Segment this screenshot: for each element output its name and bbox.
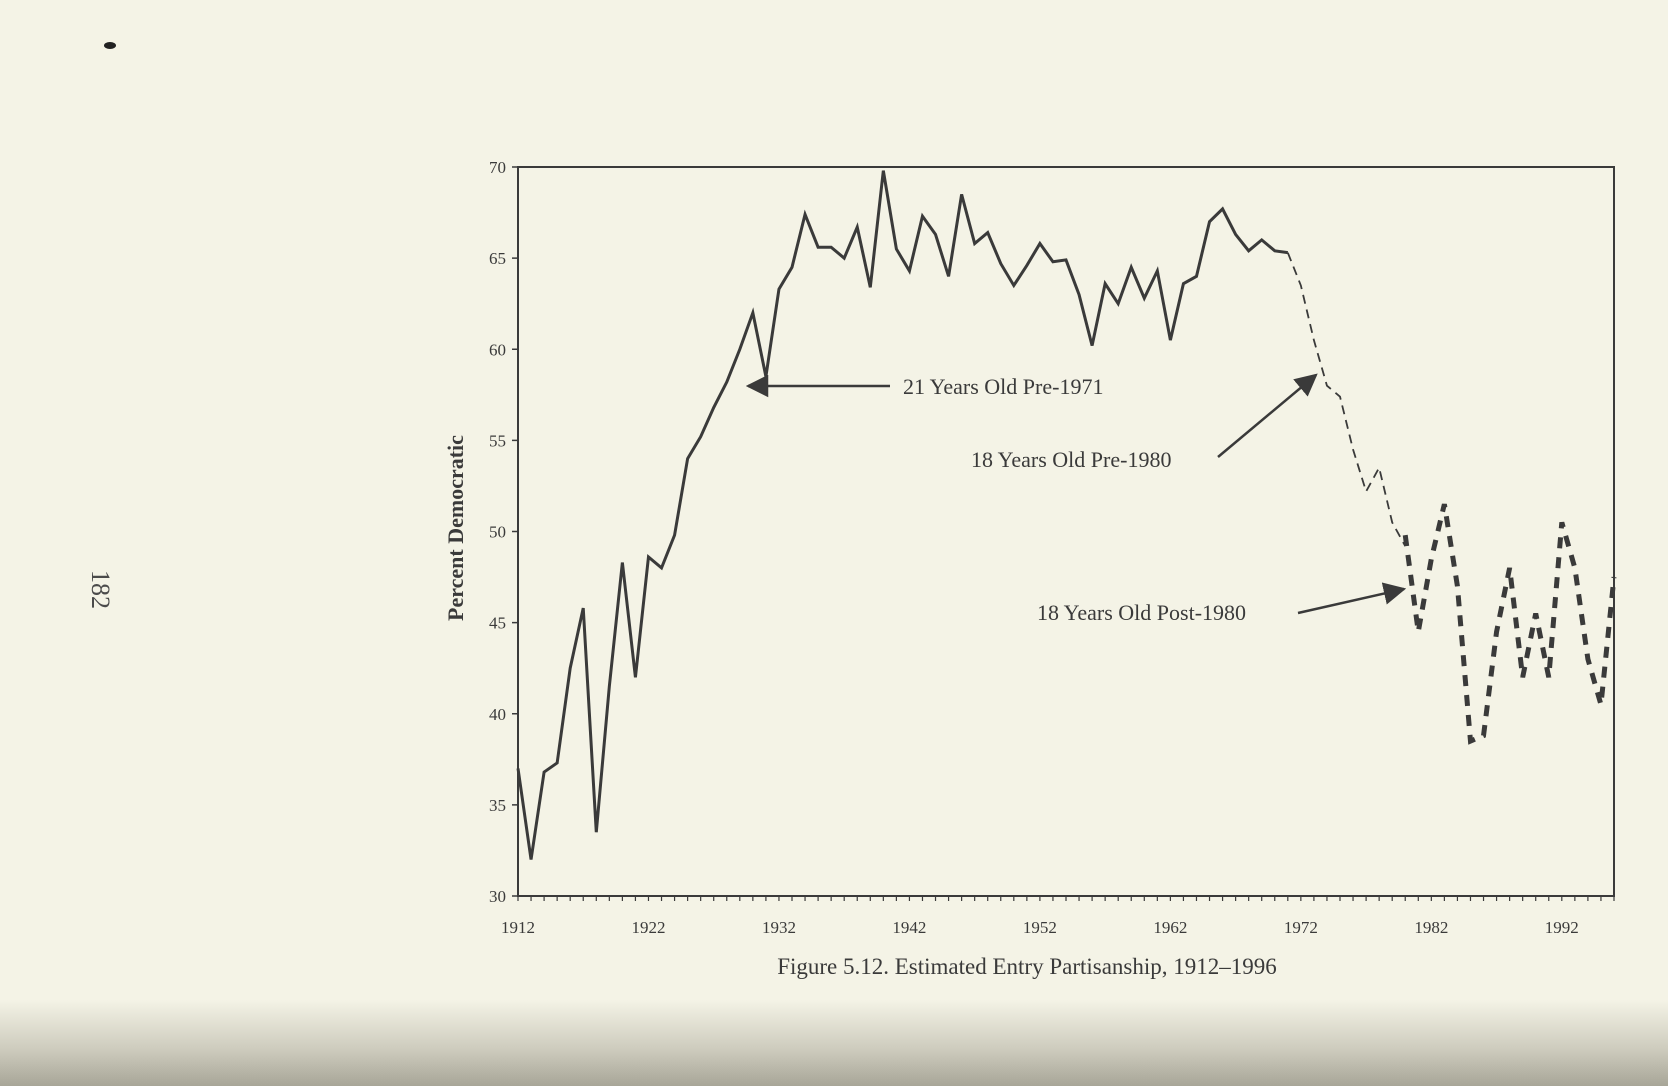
x-axis: 1912 1922 1932 1942 1952 1962 1972 1982 1992 xyxy=(501,896,1615,937)
annotation-arrow-18-post-1980 xyxy=(1297,582,1407,615)
series-line-2 xyxy=(1402,503,1617,745)
annotation-label-21-pre-1971: 21 Years Old Pre-1971 xyxy=(903,374,1103,399)
x-tick-label: 1922 xyxy=(631,918,665,937)
y-axis: 30 35 40 45 50 55 60 65 70 xyxy=(489,158,518,906)
annotation-label-18-post-1980: 18 Years Old Post-1980 xyxy=(1037,600,1246,625)
series-line-0 xyxy=(516,170,1289,860)
figure-caption: Figure 5.12. Estimated Entry Partisanshi… xyxy=(777,954,1277,979)
x-tick-label: 1912 xyxy=(501,918,535,937)
y-tick-label: 55 xyxy=(489,431,506,450)
y-tick-label: 40 xyxy=(489,705,506,724)
x-tick-label: 1952 xyxy=(1023,918,1057,937)
x-tick-label: 1942 xyxy=(892,918,926,937)
y-tick-label: 60 xyxy=(489,340,506,359)
x-tick-label: 1982 xyxy=(1414,918,1448,937)
annotation-layer: 21 Years Old Pre-1971 18 Years Old Pre-1… xyxy=(745,373,1407,625)
x-tick-label: 1962 xyxy=(1153,918,1187,937)
y-tick-label: 45 xyxy=(489,614,506,633)
series-line-1 xyxy=(1286,252,1407,547)
ink-speck xyxy=(104,42,116,49)
y-tick-label: 70 xyxy=(489,158,506,177)
y-tick-label: 50 xyxy=(489,523,506,542)
x-tick-label: 1932 xyxy=(762,918,796,937)
y-axis-label: Percent Democratic xyxy=(443,435,468,621)
y-tick-label: 30 xyxy=(489,887,506,906)
plot-frame xyxy=(517,166,1615,897)
annotation-arrow-18-pre-1980 xyxy=(1217,373,1318,458)
y-tick-label: 35 xyxy=(489,796,506,815)
annotation-label-18-pre-1980: 18 Years Old Pre-1980 xyxy=(971,447,1171,472)
y-tick-label: 65 xyxy=(489,249,506,268)
page-bottom-shadow xyxy=(0,1000,1668,1086)
x-tick-label: 1972 xyxy=(1284,918,1318,937)
x-tick-label: 1992 xyxy=(1545,918,1579,937)
series-layer xyxy=(516,170,1617,860)
